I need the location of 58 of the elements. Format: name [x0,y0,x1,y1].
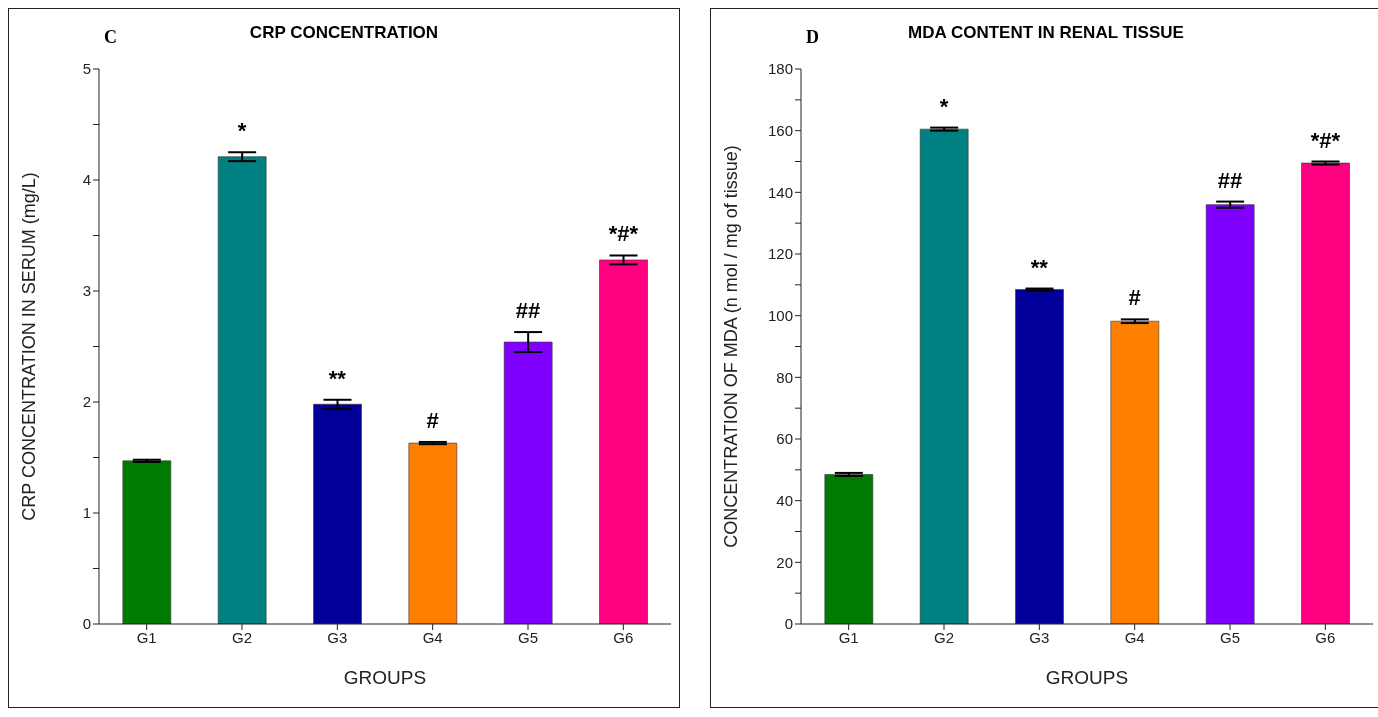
x-tick-label: G3 [327,628,348,646]
bar [313,403,362,624]
bar [824,474,874,624]
y-tick-label: 100 [767,306,793,324]
x-tick-label: G5 [1219,628,1241,646]
bar [122,460,172,624]
x-tick-label: G5 [517,628,539,646]
x-tick-label: G1 [838,628,859,646]
chart-title: MDA CONTENT IN RENAL TISSUE [908,23,1184,42]
x-tick-label: G3 [1029,628,1050,646]
annotation: * [237,118,247,144]
bar [919,128,969,624]
x-tick-label: G4 [1124,628,1145,646]
y-tick-label: 0 [784,615,793,633]
annotation: # [426,407,439,433]
bar [599,259,648,624]
annotation: *#* [1310,127,1341,153]
bar [1301,162,1350,624]
y-tick-label: 0 [82,615,91,633]
y-tick-label: 140 [767,183,793,201]
x-tick-label: G6 [613,628,634,646]
bar [1015,289,1064,624]
x-tick-label: G4 [422,628,443,646]
bar [503,341,553,624]
y-tick-label: 80 [776,368,793,386]
y-tick-label: 180 [767,60,793,78]
x-tick-label: G2 [231,628,253,646]
annotation: * [939,93,949,119]
annotation: # [1128,285,1141,311]
bar [1110,320,1160,624]
x-tick-label: G1 [136,628,157,646]
y-tick-label: 1 [82,504,91,522]
y-tick-label: 5 [82,60,91,78]
x-axis-title: GROUPS [1045,667,1129,688]
x-tick-label: G6 [1315,628,1336,646]
annotation: ** [1030,254,1049,280]
y-tick-label: 60 [776,430,793,448]
x-axis-title: GROUPS [343,667,427,688]
y-tick-label: 120 [767,245,793,263]
bar [217,156,267,624]
y-tick-label: 4 [82,171,91,189]
annotation: ## [1217,167,1243,193]
annotation: ## [515,298,541,324]
y-axis-title: CRP CONCENTRATION IN SERUM (mg/L) [19,172,40,521]
y-tick-label: 40 [776,491,793,509]
bar [1205,204,1255,624]
y-axis-title: CONCENTRATION OF MDA (n mol / mg of tissue) [721,145,742,548]
y-tick-label: 3 [82,282,91,300]
y-tick-label: 2 [82,393,91,411]
y-tick-label: 20 [776,553,793,571]
text: C [104,27,117,48]
bar [408,442,458,624]
text: D [806,27,819,48]
y-tick-label: 160 [767,121,793,139]
annotation: ** [328,365,347,391]
annotation: *#* [608,221,639,247]
x-tick-label: G2 [933,628,955,646]
chart-title: CRP CONCENTRATION [249,23,439,42]
